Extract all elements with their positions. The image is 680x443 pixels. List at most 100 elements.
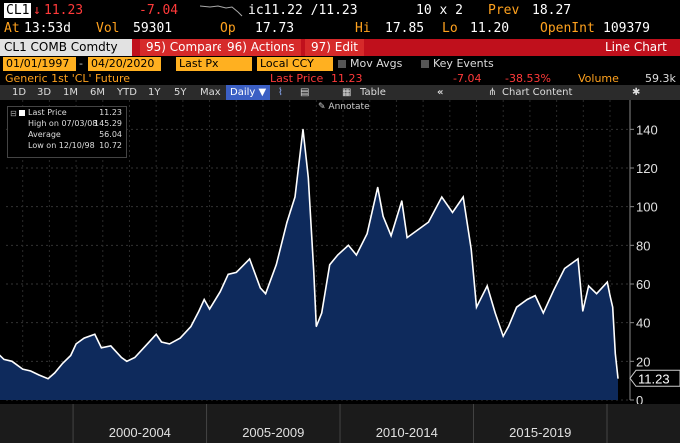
data-point [614,353,616,355]
y-tick-label: 100 [636,200,658,215]
data-point [515,306,518,308]
data-point [321,312,323,314]
mov-avgs-label: Mov Avgs [350,57,403,70]
edit-button[interactable]: 97) Edit [305,39,365,56]
data-point [507,325,510,328]
chart-toolbar: 1D 3D 1M 6M YTD 1Y 5Y Max Daily ▼ ⌇ ▤ ▦ … [0,85,680,100]
price-area [0,129,618,400]
date-separator: - [79,57,83,70]
info-volume-label: Volume [578,72,619,85]
period-3d[interactable]: 3D [37,87,52,98]
end-date-input[interactable]: 04/20/2020 [88,57,161,71]
data-point [198,310,200,312]
chart-content-button[interactable]: Chart Content [502,87,573,98]
low-value: 11.20 [470,21,510,36]
data-point [494,312,496,314]
pencil-icon: ✎ [318,102,326,112]
actions-button[interactable]: 96) Actions [221,39,301,56]
data-point [265,293,267,295]
data-point [347,244,349,246]
data-point [329,264,331,266]
legend-avg-value: 56.04 [99,130,122,139]
key-events-checkbox[interactable] [421,60,429,68]
security-name: Generic 1st 'CL' Future [5,72,131,85]
data-point [11,360,13,362]
chart-legend: ⊟ Last Price 11.23 High on 07/03/08 145.… [7,106,127,158]
y-tick-label: 80 [636,238,650,253]
last-price: 11.23 [44,3,84,18]
period-5y[interactable]: 5Y [174,87,187,98]
table-icon[interactable]: ▦ [342,87,352,98]
period-6m[interactable]: 6M [90,87,105,98]
data-point [302,128,304,130]
currency-select[interactable]: Local CCY [257,57,333,71]
mov-avgs-checkbox[interactable] [338,60,346,68]
data-point [3,358,5,360]
key-events-label: Key Events [433,57,494,70]
y-tick-label: 40 [636,316,650,331]
data-point [609,295,611,297]
data-point [75,343,77,345]
chart-content-icon[interactable]: ⋔ [488,87,497,98]
collapse-icon[interactable]: « [437,87,444,98]
chart-mode-label: Line Chart [605,40,667,54]
data-point [406,237,408,239]
data-point [126,360,128,362]
trade-size: 10 x 2 [416,3,463,18]
data-point [617,377,619,379]
chart-type-icon[interactable]: ▤ [300,87,310,98]
data-point [179,337,181,339]
data-point [377,186,379,188]
frequency-select[interactable]: Daily ▼ [226,85,271,100]
data-point [475,306,478,308]
high-label: Hi [355,21,371,36]
data-point [502,335,504,337]
data-point [235,271,237,273]
compare-button[interactable]: 95) Compare [140,39,231,56]
table-button[interactable]: Table [360,87,386,98]
legend-low-label: Low on 12/10/98 [28,141,95,150]
legend-collapse-icon[interactable]: ⊟ [10,109,17,118]
data-point [100,347,103,349]
period-ytd[interactable]: YTD [117,87,137,98]
data-point [62,362,64,364]
data-point [534,295,536,297]
data-point [219,291,221,293]
bid-ask: ic11.22 /11.23 [248,3,358,18]
data-point [120,356,123,359]
data-point [54,372,56,374]
legend-last-label: Last Price [28,108,67,117]
legend-avg-label: Average [28,130,61,139]
vol-label: Vol [96,21,120,36]
price-chart[interactable]: 0 20 40 60 80 100 120 140 11.23 2000-2004 2005-20… [0,100,680,443]
data-point [294,196,296,198]
info-row: Generic 1st 'CL' Future Last Price 11.23… [0,72,680,85]
last-time: 13:53d [24,21,71,36]
period-max[interactable]: Max [200,87,221,98]
info-last-value: 11.23 [331,72,363,85]
data-point [203,298,205,301]
period-1d[interactable]: 1D [12,87,27,98]
period-1m[interactable]: 1M [63,87,78,98]
time-label: At [4,21,20,36]
security-field[interactable]: CL1 COMB Comdty [0,39,132,56]
quote-line-2: At 13:53d Vol 59301 Op 17.73 Hi 17.85 Lo… [0,20,680,38]
data-point [259,287,261,289]
date-row: 01/01/1997 - 04/20/2020 Last Px Local CC… [0,57,680,72]
data-point [313,269,315,272]
data-point [390,235,392,237]
start-date-input[interactable]: 01/01/1997 [3,57,76,71]
legend-high-value: 145.29 [94,119,122,128]
annotate-tool[interactable]: ✎ Annotate [318,102,370,112]
data-point [526,298,528,301]
data-point [553,289,555,291]
data-point [427,221,430,223]
line-style-icon[interactable]: ⌇ [278,87,283,98]
gear-icon[interactable]: ✱ [632,87,641,98]
period-1y[interactable]: 1Y [148,87,161,98]
field-select[interactable]: Last Px [176,57,252,71]
legend-high-label: High on 07/03/08 [28,119,98,128]
ticker-symbol[interactable]: CL1 [4,3,32,18]
data-point [110,345,112,347]
data-point [588,285,590,287]
